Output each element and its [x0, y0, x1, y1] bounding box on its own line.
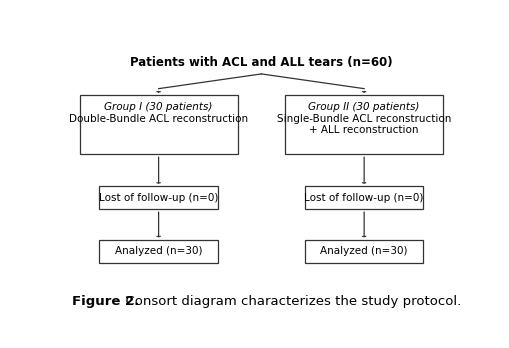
Text: Group II (30 patients): Group II (30 patients) [308, 102, 419, 112]
Text: Figure 2.: Figure 2. [71, 295, 138, 308]
Text: Analyzed (n=30): Analyzed (n=30) [115, 246, 202, 256]
Bar [304, 240, 422, 263]
Bar [99, 240, 217, 263]
Bar [99, 187, 217, 209]
Text: Consort diagram characterizes the study protocol.: Consort diagram characterizes the study … [117, 295, 461, 308]
Text: Patients with ACL and ALL tears (n=60): Patients with ACL and ALL tears (n=60) [130, 56, 392, 70]
Text: Double-Bundle ACL reconstruction: Double-Bundle ACL reconstruction [69, 113, 248, 124]
Text: Single-Bundle ACL reconstruction
+ ALL reconstruction: Single-Bundle ACL reconstruction + ALL r… [276, 113, 450, 135]
Text: Analyzed (n=30): Analyzed (n=30) [320, 246, 407, 256]
Bar [79, 95, 237, 154]
Text: Group I (30 patients): Group I (30 patients) [104, 102, 212, 112]
Text: Lost of follow-up (n=0): Lost of follow-up (n=0) [99, 193, 218, 203]
Text: Lost of follow-up (n=0): Lost of follow-up (n=0) [304, 193, 423, 203]
Bar [304, 187, 422, 209]
Bar [285, 95, 442, 154]
